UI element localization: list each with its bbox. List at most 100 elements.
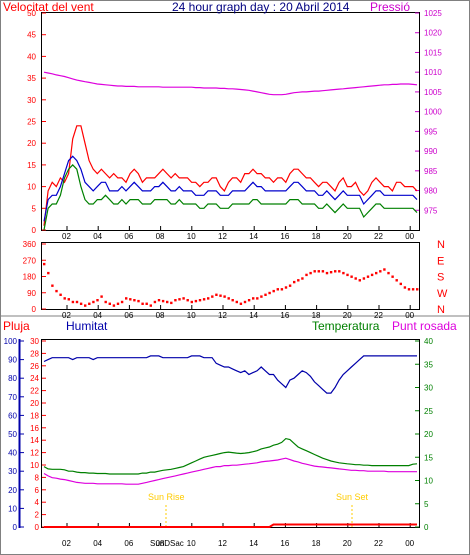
direction-point [63,297,66,300]
direction-point [407,288,411,291]
direction-point [71,300,75,304]
direction-point [227,297,230,300]
direction-point [338,270,341,273]
direction-point [366,275,370,278]
wind-xtick-label: 02 [62,232,71,241]
temphum-plot-frame [41,339,420,528]
temphum-xtick-label: 04 [93,539,102,548]
wind-plot-frame [41,12,420,231]
wind-xtick-label: 22 [374,232,383,241]
direction-point [141,302,144,305]
rain-ytick-label: 4 [35,498,40,507]
rain-ytick-label: 8 [35,473,40,482]
wind-ytick-label: 50 [27,9,36,18]
direction-point [47,271,50,275]
humidity-ytick-label: 10 [8,504,17,513]
humidity-ytick-label: 90 [8,356,17,365]
direction-point [288,284,292,287]
direction-point [276,288,279,291]
direction-point [67,298,70,301]
direction-point [211,295,214,298]
humidity-label: Humitat [66,319,108,333]
direction-point [43,262,46,266]
wind-ytick-label: 20 [27,139,36,148]
wind-min-line [43,164,418,231]
direction-point [268,291,271,295]
temp-ytick-label: 20 [424,430,433,439]
direction-xtick-label: 06 [124,311,133,320]
temp-ytick-label: 35 [424,360,433,369]
rain-ytick-label: 14 [30,436,39,445]
humidity-line [43,355,417,394]
rain-label: Pluja [3,319,30,333]
compass-label: W [437,288,448,300]
direction-point [321,270,325,273]
direction-xtick-label: 14 [249,311,258,320]
direction-point [239,302,243,305]
direction-point [174,299,177,302]
direction-point [305,273,308,277]
humidity-ytick-label: 70 [8,393,17,402]
direction-point [92,300,95,304]
pressure-ytick-label: 995 [424,127,438,136]
pressure-ytick-label: 1020 [424,29,442,38]
temp-ytick-label: 40 [424,337,433,346]
temphum-xtick-label: 22 [374,539,383,548]
wind-ytick-label: 0 [32,226,37,235]
direction-point [223,295,226,298]
direction-point [207,297,210,300]
temp-ytick-label: 5 [424,500,429,509]
direction-point [391,275,394,278]
direction-point [153,300,157,304]
direction-point [284,286,288,289]
direction-point [170,301,173,305]
chart-title: 24 hour graph day : 20 Abril 2014 [172,0,350,14]
wind-ytick-label: 10 [27,183,36,192]
direction-xtick-label: 00 [405,311,414,320]
direction-point [362,277,366,280]
wind-xtick-label: 06 [124,232,133,241]
direction-xtick-label: 08 [156,311,165,320]
direction-point [387,271,390,275]
direction-point [329,271,333,274]
direction-point [416,288,419,291]
temphum-xtick-label: 20 [343,539,352,548]
direction-point [243,300,247,304]
direction-point [395,279,398,282]
direction-point [116,302,120,305]
direction-point [125,297,128,300]
sun-tick-label: SunDSac [150,539,184,548]
direction-point [194,299,198,303]
rain-ytick-label: 30 [30,337,39,346]
rain-ytick-label: 24 [30,374,39,383]
direction-point [112,304,116,307]
humidity-ytick-label: 40 [8,449,17,458]
rain-ytick-label: 12 [30,449,39,458]
direction-point [354,277,357,280]
temphum-xtick-label: 02 [62,539,71,548]
wind-xtick-label: 04 [93,232,102,241]
direction-point [88,302,91,305]
humidity-ytick-label: 50 [8,430,17,439]
direction-point [108,302,111,305]
direction-point [293,280,296,284]
direction-point [247,299,251,302]
direction-point [129,298,132,301]
direction-point [178,298,181,301]
wind-xtick-label: 18 [312,232,321,241]
pressure-ytick-label: 1005 [424,88,442,97]
rain-line [44,523,417,528]
direction-point [79,302,83,305]
direction-xtick-label: 16 [280,311,289,320]
rain-ytick-label: 26 [30,362,39,371]
direction-point [133,299,136,302]
temp-ytick-label: 0 [424,523,429,532]
wind-gust-line [43,125,418,226]
direction-point [325,271,329,275]
humidity-ytick-label: 30 [8,467,17,476]
pressure-ytick-label: 1015 [424,48,442,57]
wind-xtick-label: 00 [405,232,414,241]
temphum-xtick-label: 14 [249,539,258,548]
rain-ytick-label: 2 [35,511,40,520]
